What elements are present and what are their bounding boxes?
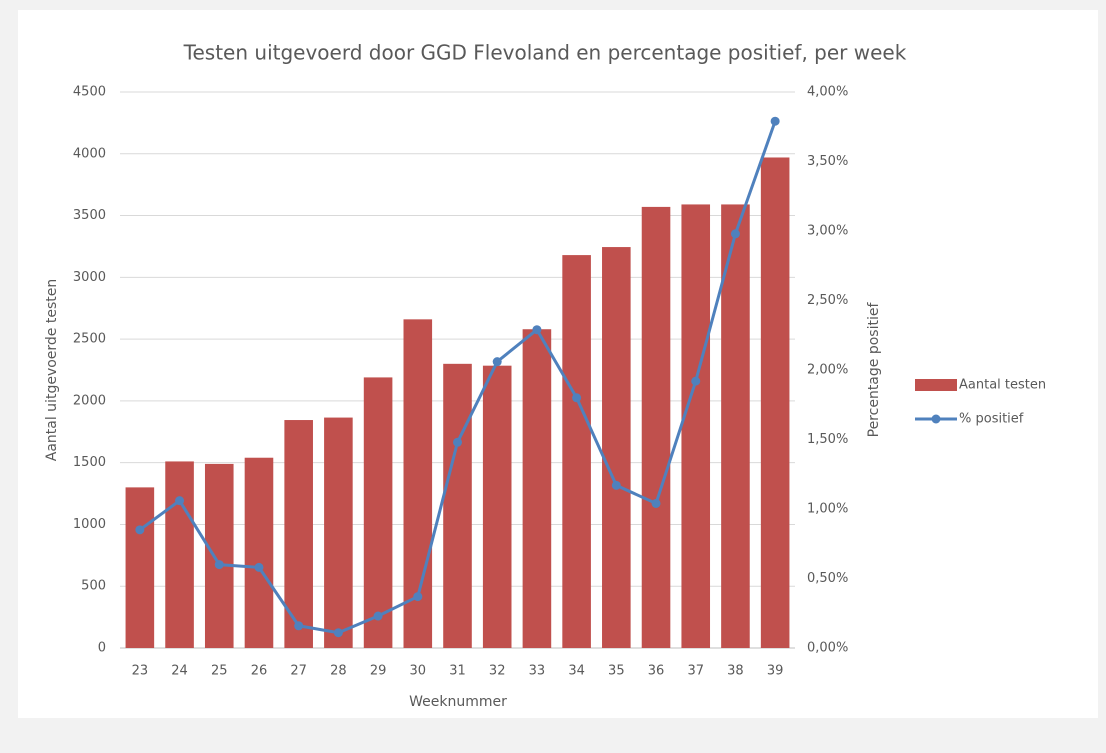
bar bbox=[244, 457, 274, 648]
bar bbox=[641, 206, 671, 648]
x-tick-label: 30 bbox=[410, 664, 427, 679]
y-tick-label: 3000 bbox=[73, 270, 106, 285]
bar bbox=[562, 255, 591, 649]
legend-swatch bbox=[931, 414, 941, 424]
x-tick-label: 39 bbox=[767, 664, 784, 679]
line-marker bbox=[214, 560, 224, 570]
x-tick-label: 31 bbox=[449, 664, 466, 679]
y2-tick-label: 4,00% bbox=[807, 85, 848, 100]
x-tick-label: 28 bbox=[330, 664, 347, 679]
y-axis-title: Aantal uitgevoerde testen bbox=[44, 279, 60, 462]
x-tick-label: 35 bbox=[608, 664, 625, 679]
bar bbox=[165, 461, 194, 648]
line-marker bbox=[770, 116, 780, 126]
line-marker bbox=[532, 325, 542, 335]
legend-label: Aantal testen bbox=[959, 378, 1046, 393]
line-marker bbox=[333, 628, 343, 638]
y-tick-label: 500 bbox=[81, 579, 106, 594]
bar bbox=[721, 204, 750, 649]
x-tick-label: 38 bbox=[727, 664, 744, 679]
x-tick-label: 23 bbox=[132, 664, 149, 679]
line-marker bbox=[254, 562, 264, 572]
x-tick-label: 29 bbox=[370, 664, 387, 679]
bar bbox=[443, 363, 472, 648]
y2-tick-label: 1,00% bbox=[807, 502, 848, 517]
x-tick-label: 24 bbox=[171, 664, 188, 679]
y2-tick-label: 3,00% bbox=[807, 224, 848, 239]
x-tick-label: 37 bbox=[687, 664, 704, 679]
x-tick-label: 32 bbox=[489, 664, 506, 679]
y-tick-label: 3500 bbox=[73, 208, 106, 223]
y2-tick-label: 3,50% bbox=[807, 154, 848, 169]
x-axis-title: Weeknummer bbox=[409, 694, 507, 710]
legend-label: % positief bbox=[959, 412, 1024, 427]
y2-tick-label: 2,50% bbox=[807, 293, 848, 308]
bar bbox=[522, 329, 552, 648]
legend-swatch bbox=[915, 379, 957, 391]
y2-axis-title: Percentage positief bbox=[866, 302, 882, 438]
y-tick-label: 2000 bbox=[73, 393, 106, 408]
y-tick-label: 1500 bbox=[73, 455, 106, 470]
bar bbox=[204, 463, 234, 648]
line-marker bbox=[651, 498, 661, 508]
x-tick-label: 34 bbox=[568, 664, 585, 679]
line-marker bbox=[413, 592, 423, 602]
bar bbox=[125, 487, 155, 648]
line-marker bbox=[373, 611, 383, 621]
line-marker bbox=[453, 437, 462, 447]
line-marker bbox=[572, 393, 582, 403]
x-tick-label: 36 bbox=[648, 664, 665, 679]
chart-title: Testen uitgevoerd door GGD Flevoland en … bbox=[183, 41, 907, 65]
bar bbox=[324, 417, 353, 648]
y-tick-label: 4500 bbox=[73, 85, 106, 100]
y-tick-label: 2500 bbox=[73, 332, 106, 347]
y2-tick-label: 0,50% bbox=[807, 571, 848, 586]
bar bbox=[760, 157, 790, 649]
x-tick-label: 33 bbox=[529, 664, 546, 679]
y2-tick-label: 0,00% bbox=[807, 641, 848, 656]
bar bbox=[681, 204, 711, 649]
x-tick-label: 25 bbox=[211, 664, 228, 679]
y2-tick-label: 1,50% bbox=[807, 432, 848, 447]
y2-tick-label: 2,00% bbox=[807, 363, 848, 378]
bar bbox=[284, 420, 313, 648]
y-tick-label: 4000 bbox=[73, 146, 106, 161]
bar bbox=[482, 365, 512, 648]
line-marker bbox=[492, 357, 502, 367]
line-marker bbox=[730, 229, 740, 239]
bar bbox=[363, 377, 393, 648]
line-marker bbox=[135, 525, 145, 535]
bar bbox=[602, 247, 631, 648]
x-tick-label: 26 bbox=[251, 664, 268, 679]
line-marker bbox=[294, 621, 304, 631]
line-marker bbox=[175, 496, 185, 506]
line-marker bbox=[691, 376, 701, 386]
line-marker bbox=[611, 480, 621, 490]
y-tick-label: 1000 bbox=[73, 517, 106, 532]
y-tick-label: 0 bbox=[98, 641, 106, 656]
x-tick-label: 27 bbox=[290, 664, 307, 679]
